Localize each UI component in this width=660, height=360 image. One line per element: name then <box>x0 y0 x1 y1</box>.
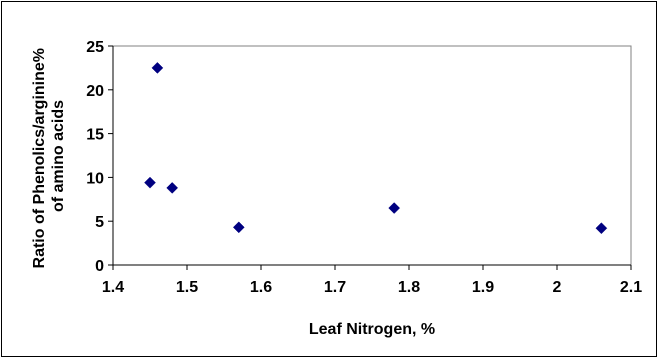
y-tick-label: 20 <box>86 83 104 100</box>
y-axis: 0 5 10 15 20 25 <box>86 39 114 275</box>
y-tick-label: 5 <box>95 214 104 231</box>
data-points <box>144 62 608 235</box>
data-point <box>388 202 401 214</box>
plot-area <box>112 45 632 266</box>
y-tick-label: 0 <box>95 258 104 275</box>
data-point <box>232 221 245 234</box>
data-point <box>144 176 156 189</box>
x-tick-label: 1.4 <box>102 279 124 296</box>
y-tick-label: 15 <box>86 127 104 144</box>
x-tick-label: 1.6 <box>250 279 272 296</box>
data-point <box>151 62 164 74</box>
y-tick-label: 25 <box>86 39 104 56</box>
x-axis-title: Leaf Nitrogen, % <box>309 321 435 338</box>
y-axis-title-line-2: of amino acids <box>50 100 67 212</box>
data-point <box>166 182 179 194</box>
x-tick-label: 2 <box>553 279 562 296</box>
x-tick-label: 2.1 <box>620 279 642 296</box>
y-axis-title-line-1: Ratio of Phenolics/arginine% <box>31 48 48 268</box>
x-tick-label: 1.7 <box>324 279 346 296</box>
x-tick-label: 1.8 <box>398 279 420 296</box>
data-point <box>595 222 608 235</box>
x-tick-label: 1.5 <box>176 279 198 296</box>
x-tick-label: 1.9 <box>472 279 494 296</box>
y-tick-label: 10 <box>86 170 104 187</box>
y-axis-title: Ratio of Phenolics/arginine% of amino ac… <box>31 44 67 269</box>
x-axis: 1.4 1.5 1.6 1.7 1.8 1.9 2 2.1 <box>102 264 642 296</box>
